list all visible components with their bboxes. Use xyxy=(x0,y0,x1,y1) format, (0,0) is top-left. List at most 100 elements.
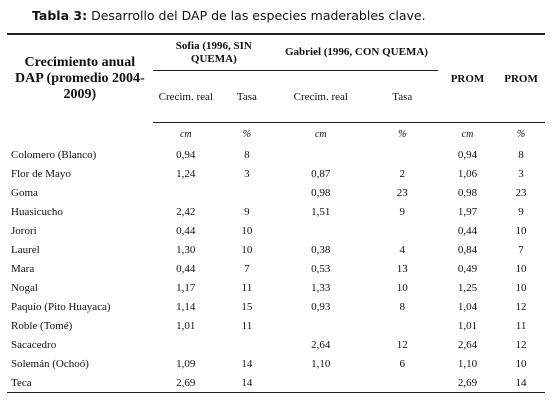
data-row: Huasicucho 2,42 9 1,51 9 1,97 9 xyxy=(7,202,545,221)
unit: cm xyxy=(461,128,474,140)
cell: 1,30 xyxy=(176,243,196,256)
data-row: Colomero (Blanco) 0,94 8 0,94 8 xyxy=(7,145,545,164)
cell: 0,87 xyxy=(311,167,331,180)
cell: 1,10 xyxy=(457,357,478,370)
cell: 1,09 xyxy=(176,357,196,370)
cell: 4 xyxy=(399,243,406,256)
cell: 1,01 xyxy=(176,319,196,332)
data-row: Nogal 1,17 11 1,33 10 1,25 10 xyxy=(7,278,545,297)
header-row: Crecimiento anual DAP (promedio 2004-200… xyxy=(7,33,545,123)
cell: 0,94 xyxy=(176,148,196,161)
cell: 10 xyxy=(515,224,527,237)
subheader: Crecim. real xyxy=(152,70,219,123)
cell: 2,42 xyxy=(176,205,196,218)
data-row: Flor de Mayo 1,24 3 0,87 2 1,06 3 xyxy=(7,164,545,183)
cell: 3 xyxy=(518,167,524,180)
data-row: Goma 0,98 23 0,98 23 xyxy=(7,183,545,202)
cell: 0,44 xyxy=(176,262,196,275)
cell: 14 xyxy=(497,373,545,393)
cell: 7 xyxy=(244,262,250,275)
subheader: Tasa xyxy=(366,70,438,123)
cell: 1,25 xyxy=(457,281,478,294)
cell: 2,64 xyxy=(311,338,331,351)
data-row: Roble (Tomé) 1,01 11 1,01 11 xyxy=(7,316,545,335)
unit: % xyxy=(398,128,407,140)
cell: 0,84 xyxy=(457,243,478,256)
cell: 1,97 xyxy=(457,205,478,218)
cell: 0,93 xyxy=(311,300,331,313)
cell: 23 xyxy=(515,186,527,199)
cell xyxy=(275,221,367,240)
cell: 9 xyxy=(399,205,406,218)
subheader-row: Crecim. real Tasa Crecim. real Tasa xyxy=(7,70,545,123)
species: Solemán (Ochoó) xyxy=(11,357,89,370)
cell: 12 xyxy=(515,338,527,351)
unit: % xyxy=(516,128,526,140)
species: Nogal xyxy=(11,281,38,294)
cell xyxy=(366,373,438,393)
species: Flor de Mayo xyxy=(11,167,71,180)
prom-header: PROM xyxy=(497,33,545,123)
cell: 0,94 xyxy=(457,148,478,161)
data-row: Mara 0,44 7 0,53 13 0,49 10 xyxy=(7,259,545,278)
species: Colomero (Blanco) xyxy=(11,148,97,161)
cell: 10 xyxy=(515,281,527,294)
cell: 3 xyxy=(244,167,250,180)
cell: 8 xyxy=(244,148,250,161)
cell: 0,53 xyxy=(311,262,331,275)
subheader: Crecim. real xyxy=(274,70,367,123)
cell: 0,44 xyxy=(457,224,478,237)
cell: 0,49 xyxy=(457,262,478,275)
table: Crecimiento anual DAP (promedio 2004-200… xyxy=(7,33,545,393)
prom-header: PROM xyxy=(437,33,498,123)
cell: 14 xyxy=(218,373,275,393)
cell xyxy=(219,183,275,202)
cell xyxy=(275,316,367,335)
row-header: Crecimiento anual DAP (promedio 2004-200… xyxy=(7,33,153,123)
cell: 6 xyxy=(399,357,406,370)
cell: 1,10 xyxy=(311,357,331,370)
cell: 10 xyxy=(515,357,527,370)
caption: Tabla 3: Desarrollo del DAP de las espec… xyxy=(32,8,426,23)
data-row: Teca 2,69 14 2,69 14 xyxy=(7,373,545,393)
cell xyxy=(367,316,438,335)
group-header: Sofia (1996, SIN QUEMA) xyxy=(152,33,275,71)
caption-text: Desarrollo del DAP de las especies mader… xyxy=(91,8,426,23)
cell: 9 xyxy=(518,205,524,218)
species: Laurel xyxy=(11,243,40,256)
cell xyxy=(367,221,438,240)
cell: 1,33 xyxy=(311,281,331,294)
cell: 1,24 xyxy=(176,167,196,180)
cell xyxy=(275,145,367,164)
cell: 15 xyxy=(241,300,253,313)
unit: cm xyxy=(179,128,192,140)
species: Roble (Tomé) xyxy=(11,319,73,332)
group-header: Gabriel (1996, CON QUEMA) xyxy=(274,33,438,71)
cell xyxy=(219,335,275,354)
cell xyxy=(367,145,438,164)
cell: 9 xyxy=(244,205,250,218)
cell: 7 xyxy=(518,243,524,256)
cell: 10 xyxy=(396,281,408,294)
cell: 12 xyxy=(515,300,527,313)
cell: 0,98 xyxy=(457,186,478,199)
data-row: Laurel 1,30 10 0,38 4 0,84 7 xyxy=(7,240,545,259)
cell: 1,14 xyxy=(176,300,196,313)
cell: 11 xyxy=(515,319,527,332)
cell: 0,38 xyxy=(311,243,331,256)
cell: 1,17 xyxy=(176,281,196,294)
cell: 13 xyxy=(396,262,408,275)
cell: 2,69 xyxy=(437,373,498,393)
species: Sacacedro xyxy=(11,338,57,351)
cell xyxy=(153,183,219,202)
cell: 8 xyxy=(518,148,524,161)
species: Goma xyxy=(11,186,38,199)
cell xyxy=(7,123,153,146)
cell: 2,64 xyxy=(457,338,478,351)
cell: 12 xyxy=(396,338,408,351)
cell xyxy=(153,335,219,354)
unit: % xyxy=(242,128,252,140)
cell: 11 xyxy=(241,319,253,332)
cell: 10 xyxy=(515,262,527,275)
species: Huasicucho xyxy=(11,205,63,218)
